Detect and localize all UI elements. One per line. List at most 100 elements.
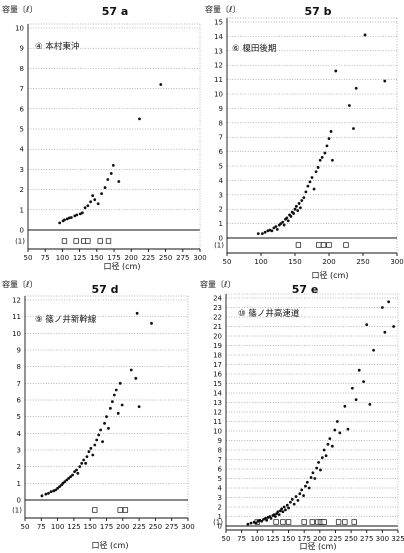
data-point <box>324 454 328 458</box>
data-point <box>91 453 95 457</box>
data-point <box>290 498 294 501</box>
x-tick-label: 175 <box>297 535 310 543</box>
data-point <box>263 230 267 234</box>
data-point <box>300 488 304 492</box>
data-point <box>134 376 138 380</box>
bottom-marker <box>122 507 129 513</box>
data-point <box>110 400 114 404</box>
x-tick-label: 50 <box>24 254 33 262</box>
x-axis-label: 口径 (cm) <box>92 540 129 550</box>
y-tick-label: 14 <box>214 33 223 41</box>
data-point <box>112 393 116 397</box>
y-tick-label: 2 <box>219 206 223 214</box>
data-point <box>287 506 290 510</box>
x-tick-label: 300 <box>376 535 389 543</box>
data-point <box>260 232 264 236</box>
data-point <box>56 486 59 490</box>
y-tick-label: 5 <box>218 475 222 483</box>
data-point <box>289 215 293 218</box>
data-point <box>277 513 281 516</box>
y-tick-label: 1 <box>17 480 21 488</box>
y-tick-label: 1 <box>218 513 222 521</box>
data-point <box>306 184 310 188</box>
data-point <box>61 481 65 485</box>
data-point <box>282 223 286 227</box>
bottom-marker <box>273 519 279 525</box>
x-tick-label: 175 <box>107 254 120 262</box>
data-point <box>109 406 112 410</box>
y-tick-label: 7 <box>17 380 21 388</box>
y-tick-label: 5 <box>20 126 24 134</box>
data-point <box>95 438 99 442</box>
data-point <box>372 348 376 352</box>
site-label: ⑨ 篠ノ井新幹線 <box>35 314 97 325</box>
y-axis-label: 容量〔ℓ〕 <box>2 4 37 14</box>
bottom-marker <box>105 238 112 244</box>
x-tick-label: 50 <box>21 523 30 531</box>
y-tick-label: 2 <box>20 186 24 194</box>
data-point <box>135 311 139 315</box>
x-tick-label: 200 <box>322 258 335 266</box>
data-point <box>316 166 320 169</box>
data-point <box>285 503 289 507</box>
data-point <box>302 494 305 497</box>
x-tick-label: 200 <box>125 254 138 262</box>
data-point <box>67 476 71 480</box>
panel-title: 57 d <box>91 283 118 296</box>
y-tick-label: 17 <box>213 361 222 369</box>
data-point <box>310 176 314 179</box>
data-point <box>296 209 300 213</box>
bottom-marker <box>285 519 292 525</box>
y-axis-label: 容量〔ℓ〕 <box>205 4 240 14</box>
data-point <box>254 521 258 525</box>
data-point <box>73 470 76 474</box>
data-point <box>114 388 118 392</box>
x-tick-label: 200 <box>313 535 326 543</box>
data-point <box>329 130 333 133</box>
data-point <box>326 442 330 446</box>
x-tick-label: 250 <box>149 523 162 531</box>
data-point <box>293 207 297 211</box>
x-tick-label: 75 <box>237 535 246 543</box>
x-tick-label: 150 <box>288 258 301 266</box>
chart-panel-57e: 容量〔ℓ〕 57 e ⑩ 篠ノ井高速道 口径 (cm) 012345678910… <box>200 279 404 551</box>
data-point <box>299 206 302 210</box>
bottom-marker <box>326 242 332 248</box>
bottom-marker <box>309 519 315 525</box>
data-point <box>44 492 48 496</box>
x-tick-label: 50 <box>223 258 232 266</box>
data-point <box>87 450 91 454</box>
y-tick-label: 3 <box>219 191 223 199</box>
data-point <box>302 196 306 200</box>
data-point <box>80 211 84 215</box>
x-tick-label: 300 <box>181 523 194 531</box>
y-tick-label: 10 <box>12 330 21 338</box>
data-point <box>97 433 101 437</box>
bottom-marker <box>301 519 307 525</box>
data-point <box>117 180 121 183</box>
data-point <box>297 202 301 205</box>
data-point <box>357 368 361 372</box>
data-point <box>383 79 387 83</box>
y-tick-label: 7 <box>219 134 223 142</box>
y-tick-label: 4 <box>218 485 223 493</box>
y-tick-label: 9 <box>219 105 223 113</box>
bottom-marker <box>295 242 302 248</box>
y-tick-label: 10 <box>213 428 222 436</box>
x-tick-label: 75 <box>41 254 50 262</box>
data-point <box>76 471 80 475</box>
chart-panel-57d: 容量〔ℓ〕 57 d ⑨ 篠ノ井新幹線 口径 (cm) 012345678910… <box>2 279 195 550</box>
y-tick-label: 4 <box>17 430 22 438</box>
data-point <box>343 404 347 408</box>
bottom-marker <box>321 519 327 525</box>
panel-title: 57 a <box>102 5 129 18</box>
data-point <box>54 488 58 492</box>
y-tick-label: 1 <box>20 206 24 214</box>
data-point <box>354 398 358 402</box>
y-tick-label: 23 <box>213 304 222 312</box>
data-point <box>330 444 334 448</box>
data-point <box>284 508 287 512</box>
data-point <box>93 198 97 202</box>
y-tick-label: (1) <box>15 238 25 246</box>
data-point <box>137 405 141 409</box>
